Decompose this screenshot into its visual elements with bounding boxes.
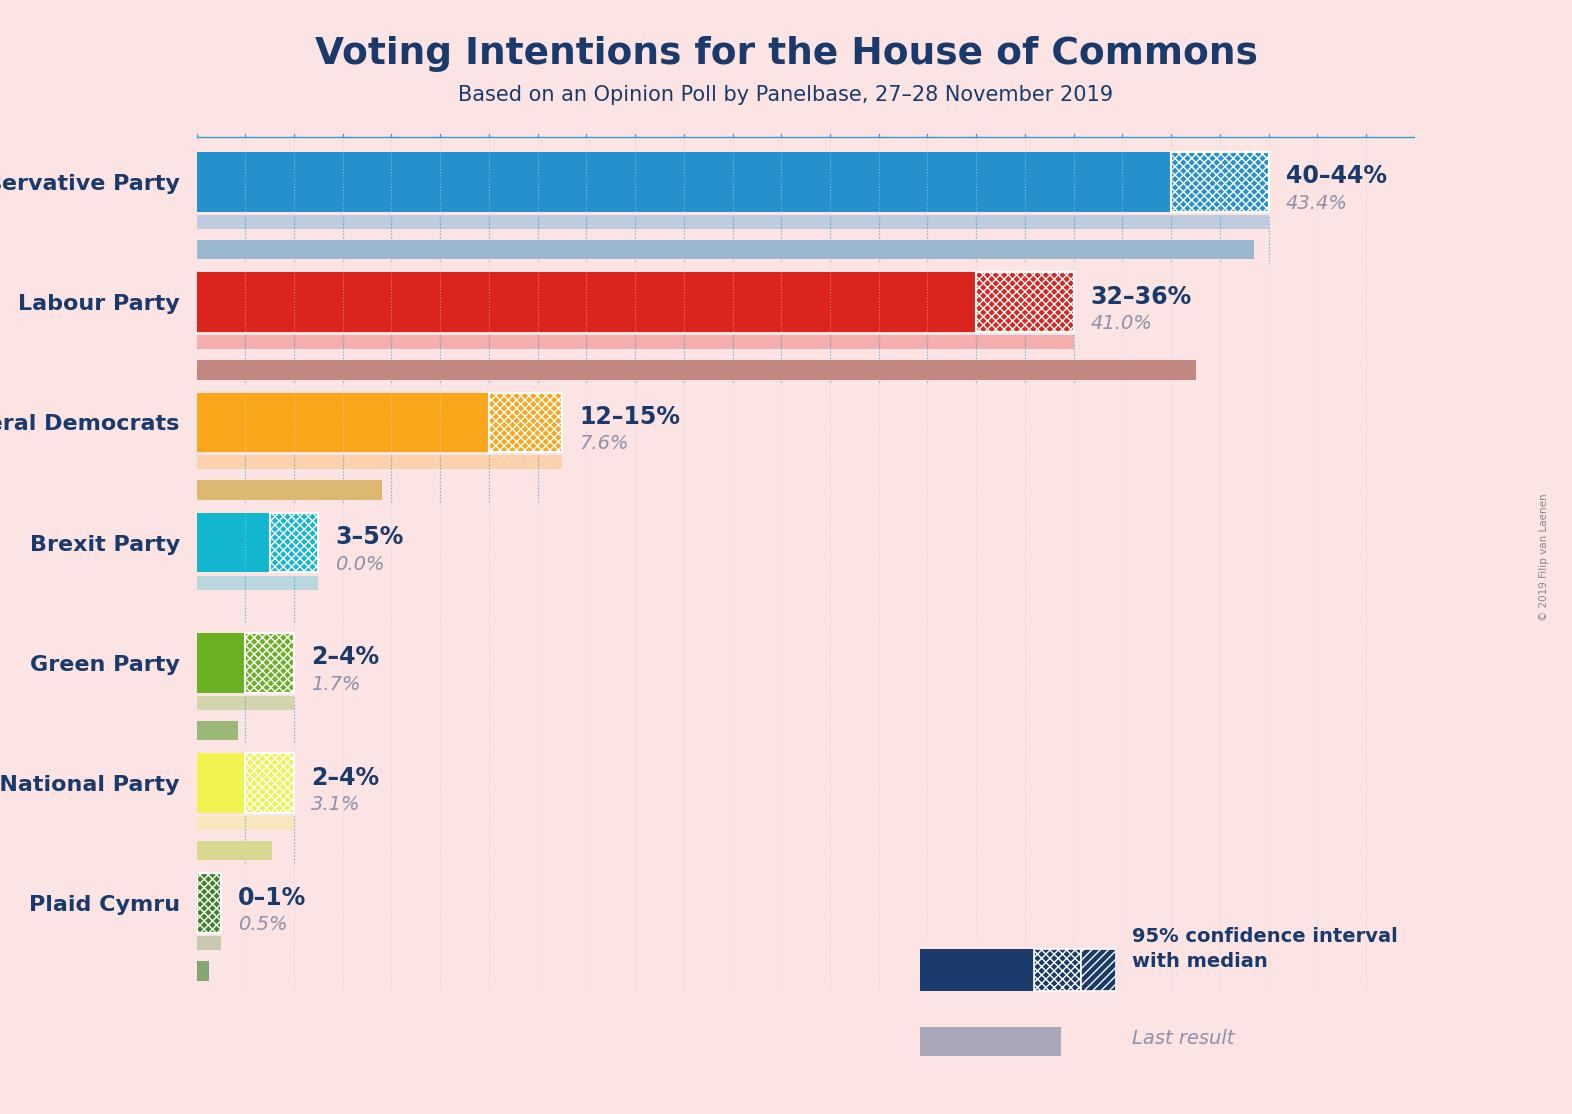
- Bar: [1082, 949, 1116, 991]
- Bar: [920, 1027, 1061, 1056]
- Text: 1.7%: 1.7%: [311, 675, 360, 694]
- Bar: [196, 696, 294, 710]
- Bar: [196, 153, 1171, 212]
- Bar: [196, 633, 245, 693]
- Text: 12–15%: 12–15%: [578, 404, 681, 429]
- Bar: [245, 633, 294, 693]
- Text: Last result: Last result: [1132, 1028, 1234, 1048]
- Bar: [196, 576, 318, 589]
- Bar: [196, 456, 563, 469]
- Bar: [196, 815, 294, 830]
- Bar: [196, 272, 976, 332]
- Text: 7.6%: 7.6%: [578, 434, 629, 453]
- Text: 95% confidence interval
with median: 95% confidence interval with median: [1132, 927, 1398, 971]
- Bar: [196, 841, 272, 860]
- Bar: [196, 215, 1269, 229]
- Text: 2–4%: 2–4%: [311, 765, 379, 790]
- Bar: [196, 240, 1254, 260]
- Bar: [245, 753, 294, 813]
- Bar: [196, 360, 1195, 380]
- Bar: [1171, 153, 1269, 212]
- Bar: [196, 961, 209, 980]
- Bar: [920, 949, 1034, 991]
- Bar: [489, 392, 563, 452]
- Bar: [196, 335, 1074, 349]
- Text: 2–4%: 2–4%: [311, 645, 379, 670]
- Bar: [196, 512, 270, 573]
- Text: Based on an Opinion Poll by Panelbase, 27–28 November 2019: Based on an Opinion Poll by Panelbase, 2…: [459, 85, 1113, 105]
- Bar: [196, 721, 237, 740]
- Text: 43.4%: 43.4%: [1286, 194, 1347, 213]
- Text: Voting Intentions for the House of Commons: Voting Intentions for the House of Commo…: [314, 36, 1258, 71]
- Bar: [196, 392, 489, 452]
- Text: 0.5%: 0.5%: [237, 916, 288, 935]
- Bar: [196, 480, 382, 500]
- Text: 0–1%: 0–1%: [237, 886, 307, 910]
- Text: 0.0%: 0.0%: [335, 555, 385, 574]
- Text: 40–44%: 40–44%: [1286, 165, 1387, 188]
- Bar: [196, 753, 245, 813]
- Text: © 2019 Filip van Laenen: © 2019 Filip van Laenen: [1539, 494, 1548, 620]
- Text: 41.0%: 41.0%: [1091, 314, 1152, 333]
- Text: 32–36%: 32–36%: [1091, 285, 1192, 309]
- Bar: [196, 936, 220, 950]
- Bar: [976, 272, 1074, 332]
- Bar: [270, 512, 319, 573]
- Text: 3.1%: 3.1%: [311, 795, 360, 814]
- Text: 3–5%: 3–5%: [335, 525, 404, 549]
- Bar: [1034, 949, 1082, 991]
- Bar: [196, 873, 220, 934]
